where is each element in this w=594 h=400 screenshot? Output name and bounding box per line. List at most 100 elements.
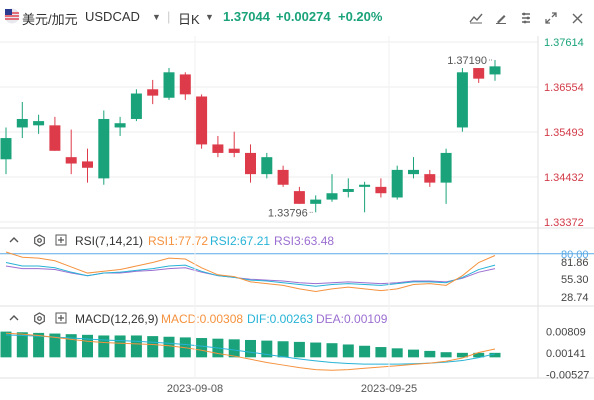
price-tick-label: 1.34432 — [544, 172, 584, 184]
candle-body — [456, 72, 468, 128]
macd-histogram-bar — [0, 331, 12, 358]
candle-body — [245, 152, 256, 175]
macd-histogram-bar — [342, 344, 354, 358]
candle-body — [179, 74, 191, 95]
macd-histogram-bar — [456, 352, 468, 358]
candle-body — [391, 169, 403, 198]
date-label: 2023-09-25 — [361, 383, 417, 395]
candle-body — [408, 169, 419, 175]
macd-histogram-bar — [473, 352, 485, 358]
high-price-label: 1.37190 — [447, 55, 487, 67]
macd-histogram-bar — [114, 335, 126, 358]
macd-tick-label: 0.00809 — [546, 326, 586, 338]
candle-body — [0, 138, 12, 160]
macd-histogram-bar — [82, 334, 93, 358]
add-indicator-icon[interactable] — [55, 312, 69, 326]
macd-histogram-bar — [245, 339, 256, 358]
chart-type-icon[interactable] — [467, 9, 485, 27]
macd-histogram-bar — [375, 347, 387, 358]
rsi3-line — [5, 265, 496, 285]
macd-histogram-bar — [440, 352, 452, 358]
candle-body — [82, 161, 93, 168]
divider: | — [167, 9, 171, 24]
candle-body — [489, 66, 501, 75]
macd-histogram-bar — [408, 349, 419, 358]
price-tick-label: 1.36554 — [544, 82, 584, 94]
macd-histogram-bar — [277, 341, 289, 358]
dea-line — [5, 334, 496, 365]
macd-title: MACD(12,26,9) — [75, 312, 159, 326]
dif-line — [5, 332, 496, 371]
rsi3-value: RSI3:63.48 — [274, 234, 335, 248]
macd-histogram-bar — [33, 332, 45, 358]
macd-histogram-bar — [391, 348, 403, 358]
rsi2-value: RSI2:67.21 — [210, 234, 271, 248]
rsi1-value: RSI1:77.72 — [148, 234, 209, 248]
candle-body — [147, 89, 159, 96]
candle-body — [49, 125, 61, 151]
rsi-tick-label: 55.30 — [561, 274, 589, 286]
candle-body — [342, 188, 354, 192]
candle-body — [212, 144, 224, 153]
candle-body — [65, 157, 77, 164]
candle-body — [473, 68, 485, 79]
candle-body — [424, 174, 436, 183]
date-label: 2023-09-08 — [167, 383, 223, 395]
macd-histogram-bar — [228, 339, 240, 358]
collapse-icon[interactable] — [8, 312, 22, 326]
macd-value: MACD:0.00308 — [161, 312, 244, 326]
macd-histogram-bar — [489, 352, 501, 358]
settings-icon[interactable] — [517, 9, 535, 27]
symbol-code[interactable]: USDCAD — [85, 9, 140, 24]
macd-histogram-bar — [310, 342, 322, 358]
macd-histogram-bar — [359, 345, 371, 358]
price-change-percent: +0.20% — [338, 9, 383, 24]
draw-icon[interactable] — [492, 9, 510, 27]
macd-histogram-bar — [261, 340, 273, 358]
price-tick-label: 1.37614 — [544, 37, 584, 49]
candle-body — [130, 93, 142, 119]
candle-body — [228, 148, 240, 153]
rsi2-line — [5, 262, 496, 287]
period-selector[interactable]: 日K — [178, 12, 200, 27]
macd-histogram-bar — [196, 338, 208, 358]
macd-header: MACD(12,26,9) MACD:0.00308 DIF:0.00263 D… — [0, 310, 594, 328]
candle-body — [261, 157, 273, 175]
rsi-title: RSI(7,14,21) — [75, 234, 144, 248]
macd-histogram-bar — [163, 336, 175, 358]
macd-tick-label: -0.00527 — [546, 369, 589, 381]
symbol-name-cn[interactable]: 美元/加元 — [22, 12, 78, 27]
rsi-tick-label: 81.86 — [561, 257, 589, 269]
candle-body — [310, 199, 322, 204]
candle-body — [375, 186, 387, 194]
candle-body — [163, 72, 175, 98]
period-dropdown-icon[interactable]: ▼ — [205, 12, 214, 22]
candle-body — [33, 121, 45, 126]
candle-body — [196, 96, 208, 145]
add-indicator-icon[interactable] — [55, 234, 69, 248]
symbol-dropdown-icon[interactable]: ▼ — [152, 12, 161, 22]
macd-histogram-bar — [16, 332, 28, 358]
candle-body — [277, 169, 289, 185]
fullscreen-icon[interactable] — [542, 9, 560, 27]
settings-gear-icon[interactable] — [33, 312, 47, 326]
macd-histogram-bar — [293, 341, 305, 358]
close-icon[interactable] — [568, 9, 586, 27]
dea-value: DEA:0.00109 — [316, 312, 388, 326]
candle-body — [326, 193, 338, 200]
us-canada-flag-icon — [4, 8, 20, 27]
collapse-icon[interactable] — [8, 234, 22, 248]
low-price-label: 1.33796 — [268, 207, 308, 219]
dif-value: DIF:0.00263 — [247, 312, 314, 326]
rsi-tick-label: 28.74 — [561, 292, 589, 304]
macd-histogram-bar — [130, 335, 142, 358]
macd-tick-label: 0.00141 — [546, 348, 586, 360]
rsi-header: RSI(7,14,21) RSI1:77.72 RSI2:67.21 RSI3:… — [0, 232, 594, 250]
macd-histogram-bar — [65, 334, 77, 358]
price-tick-label: 1.33372 — [544, 217, 584, 229]
candle-body — [98, 118, 110, 179]
macd-histogram-bar — [147, 336, 159, 358]
candle-body — [440, 152, 452, 183]
settings-gear-icon[interactable] — [33, 234, 47, 248]
